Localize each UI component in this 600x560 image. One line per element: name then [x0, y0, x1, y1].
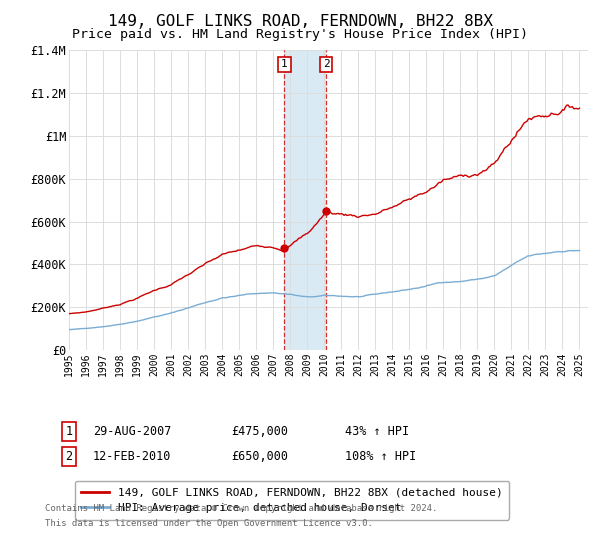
Text: This data is licensed under the Open Government Licence v3.0.: This data is licensed under the Open Gov… — [45, 519, 373, 528]
Text: 43% ↑ HPI: 43% ↑ HPI — [345, 424, 409, 438]
Bar — [284, 50, 326, 350]
Text: £475,000: £475,000 — [231, 424, 288, 438]
Text: 29-AUG-2007: 29-AUG-2007 — [93, 424, 172, 438]
Text: 149, GOLF LINKS ROAD, FERNDOWN, BH22 8BX: 149, GOLF LINKS ROAD, FERNDOWN, BH22 8BX — [107, 14, 493, 29]
Text: Contains HM Land Registry data © Crown copyright and database right 2024.: Contains HM Land Registry data © Crown c… — [45, 504, 437, 513]
Text: 2: 2 — [65, 450, 73, 463]
Text: 12-FEB-2010: 12-FEB-2010 — [93, 450, 172, 463]
Text: 1: 1 — [281, 59, 288, 69]
Text: £650,000: £650,000 — [231, 450, 288, 463]
Text: 108% ↑ HPI: 108% ↑ HPI — [345, 450, 416, 463]
Legend: 149, GOLF LINKS ROAD, FERNDOWN, BH22 8BX (detached house), HPI: Average price, d: 149, GOLF LINKS ROAD, FERNDOWN, BH22 8BX… — [74, 481, 509, 520]
Text: 2: 2 — [323, 59, 329, 69]
Text: Price paid vs. HM Land Registry's House Price Index (HPI): Price paid vs. HM Land Registry's House … — [72, 28, 528, 41]
Text: 1: 1 — [65, 424, 73, 438]
